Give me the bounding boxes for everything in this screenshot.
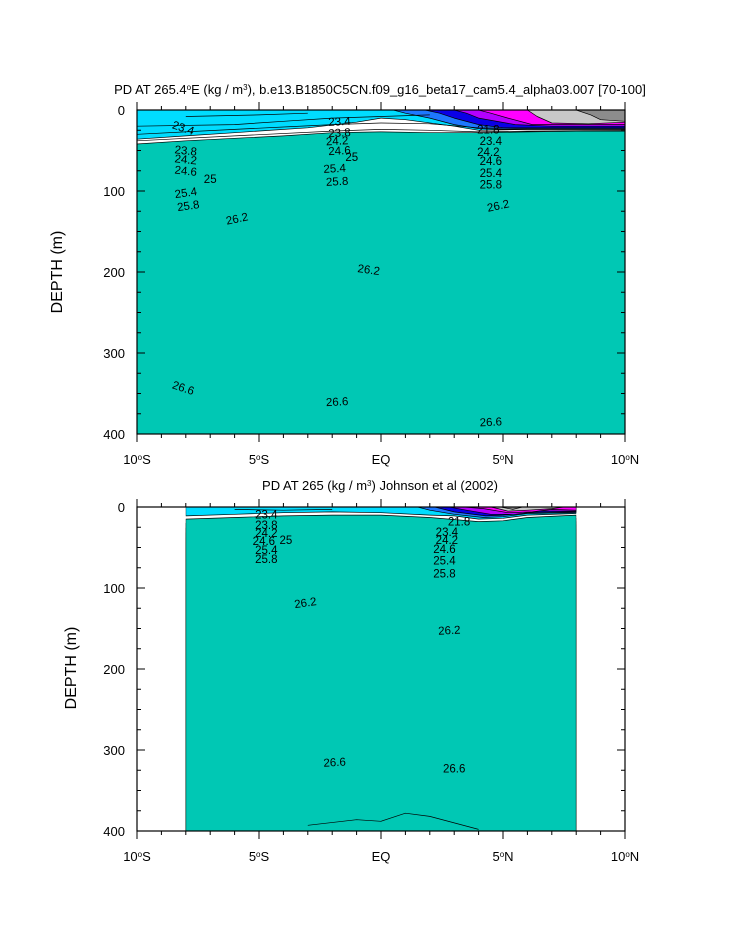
x-tick-label: 5oS — [249, 849, 270, 864]
contour-label: 23.8 — [255, 520, 277, 532]
contour-label: 26.2 — [225, 211, 249, 227]
y-tick-label: 300 — [103, 743, 125, 758]
y-axis-label: DEPTH (m) — [49, 231, 66, 314]
x-tick-label: 5oN — [492, 452, 513, 467]
x-tick-label: 10oN — [611, 452, 639, 467]
contour-label: 25 — [345, 152, 358, 164]
contour-label: 24.2 — [255, 528, 277, 540]
contour-label: 24.6 — [480, 156, 502, 168]
x-tick-label: 5oN — [492, 849, 513, 864]
y-tick-label: 100 — [103, 581, 125, 596]
contour-band — [185, 514, 577, 831]
contour-line — [137, 129, 625, 142]
y-tick-label: 0 — [118, 500, 125, 515]
y-axis-label: DEPTH (m) — [63, 627, 80, 710]
contour-label: 26.6 — [443, 764, 465, 776]
y-tick-label: 200 — [103, 662, 125, 677]
contour-label: 24.2 — [436, 535, 458, 547]
contour-label: 25.8 — [176, 199, 200, 214]
contour-label: 23.4 — [328, 116, 352, 129]
contour-label: 24.6 — [174, 165, 198, 179]
contour-line — [307, 812, 479, 830]
contour-label: 24.6 — [328, 145, 351, 158]
y-tick-label: 400 — [103, 427, 125, 442]
contour-label: 24.2 — [174, 153, 198, 167]
title-superscript: 3 — [367, 479, 372, 488]
contour-label: 23.8 — [174, 144, 198, 158]
contour-label: 25.4 — [433, 555, 456, 567]
contour-line — [234, 509, 333, 511]
contour-label: 25.4 — [323, 163, 347, 176]
contour-field — [185, 507, 577, 831]
x-tick-label: EQ — [372, 452, 391, 467]
contour-label: 25.4 — [480, 168, 503, 180]
contour-label: 21.8 — [448, 517, 470, 529]
contour-label: 25.8 — [480, 180, 502, 192]
contour-label: 24.2 — [326, 135, 349, 148]
contour-line — [185, 112, 308, 117]
contour-label: 23.4 — [255, 509, 278, 521]
contour-label: 26.2 — [486, 198, 510, 214]
contour-label: 26.6 — [326, 396, 349, 409]
contour-label: 26.6 — [479, 416, 502, 429]
contour-line — [137, 114, 430, 127]
contour-label: 21.8 — [477, 124, 499, 136]
panel-title: PD AT 265 (kg / m3) Johnson et al (2002) — [262, 478, 498, 493]
x-tick-label: EQ — [372, 849, 391, 864]
contour-band — [575, 110, 625, 122]
contour-label: 26.2 — [294, 596, 318, 611]
contour-label: 25 — [279, 535, 292, 547]
x-tick-label: 10oS — [123, 849, 151, 864]
contour-label: 23.4 — [436, 527, 459, 539]
contour-line — [137, 122, 625, 135]
x-tick-label: 10oS — [123, 452, 151, 467]
contour-label: 23.8 — [328, 127, 351, 140]
contour-label: 24.6 — [433, 544, 455, 556]
y-tick-label: 0 — [118, 103, 125, 118]
y-tick-label: 100 — [103, 184, 125, 199]
contour-label: 24.2 — [477, 147, 499, 159]
contour-label: 26.2 — [438, 625, 461, 638]
contour-label: 25.8 — [433, 568, 455, 580]
y-tick-label: 200 — [103, 265, 125, 280]
contour-labels: 23.423.824.224.62525.425.826.223.423.824… — [171, 116, 511, 430]
contour-label: 26.6 — [323, 757, 346, 770]
panel-observations: PD AT 265 (kg / m3) Johnson et al (2002)… — [63, 478, 639, 864]
contour-label: 24.6 — [253, 536, 275, 548]
panel-title: PD AT 265.4oE (kg / m3), b.e13.B1850C5CN… — [114, 82, 646, 97]
title-degree: o — [187, 83, 192, 92]
contour-field — [137, 110, 625, 434]
contour-label: 25.4 — [174, 186, 198, 201]
title-superscript: 3 — [243, 83, 248, 92]
contour-label: 26.2 — [357, 263, 381, 278]
contour-label: 25.4 — [255, 545, 278, 557]
y-tick-label: 400 — [103, 824, 125, 839]
contour-label: 25.8 — [255, 554, 277, 566]
contour-labels: 23.423.824.224.6 2525.425.826.221.823.424… — [253, 509, 471, 775]
contour-label: 25 — [204, 174, 217, 186]
contour-label: 23.4 — [480, 136, 503, 148]
x-tick-label: 5oS — [249, 452, 270, 467]
y-tick-label: 300 — [103, 346, 125, 361]
x-tick-label: 10oN — [611, 849, 639, 864]
panel-model: PD AT 265.4oE (kg / m3), b.e13.B1850C5CN… — [49, 82, 646, 467]
contour-label: 25.8 — [326, 176, 349, 189]
contour-band — [137, 130, 625, 434]
